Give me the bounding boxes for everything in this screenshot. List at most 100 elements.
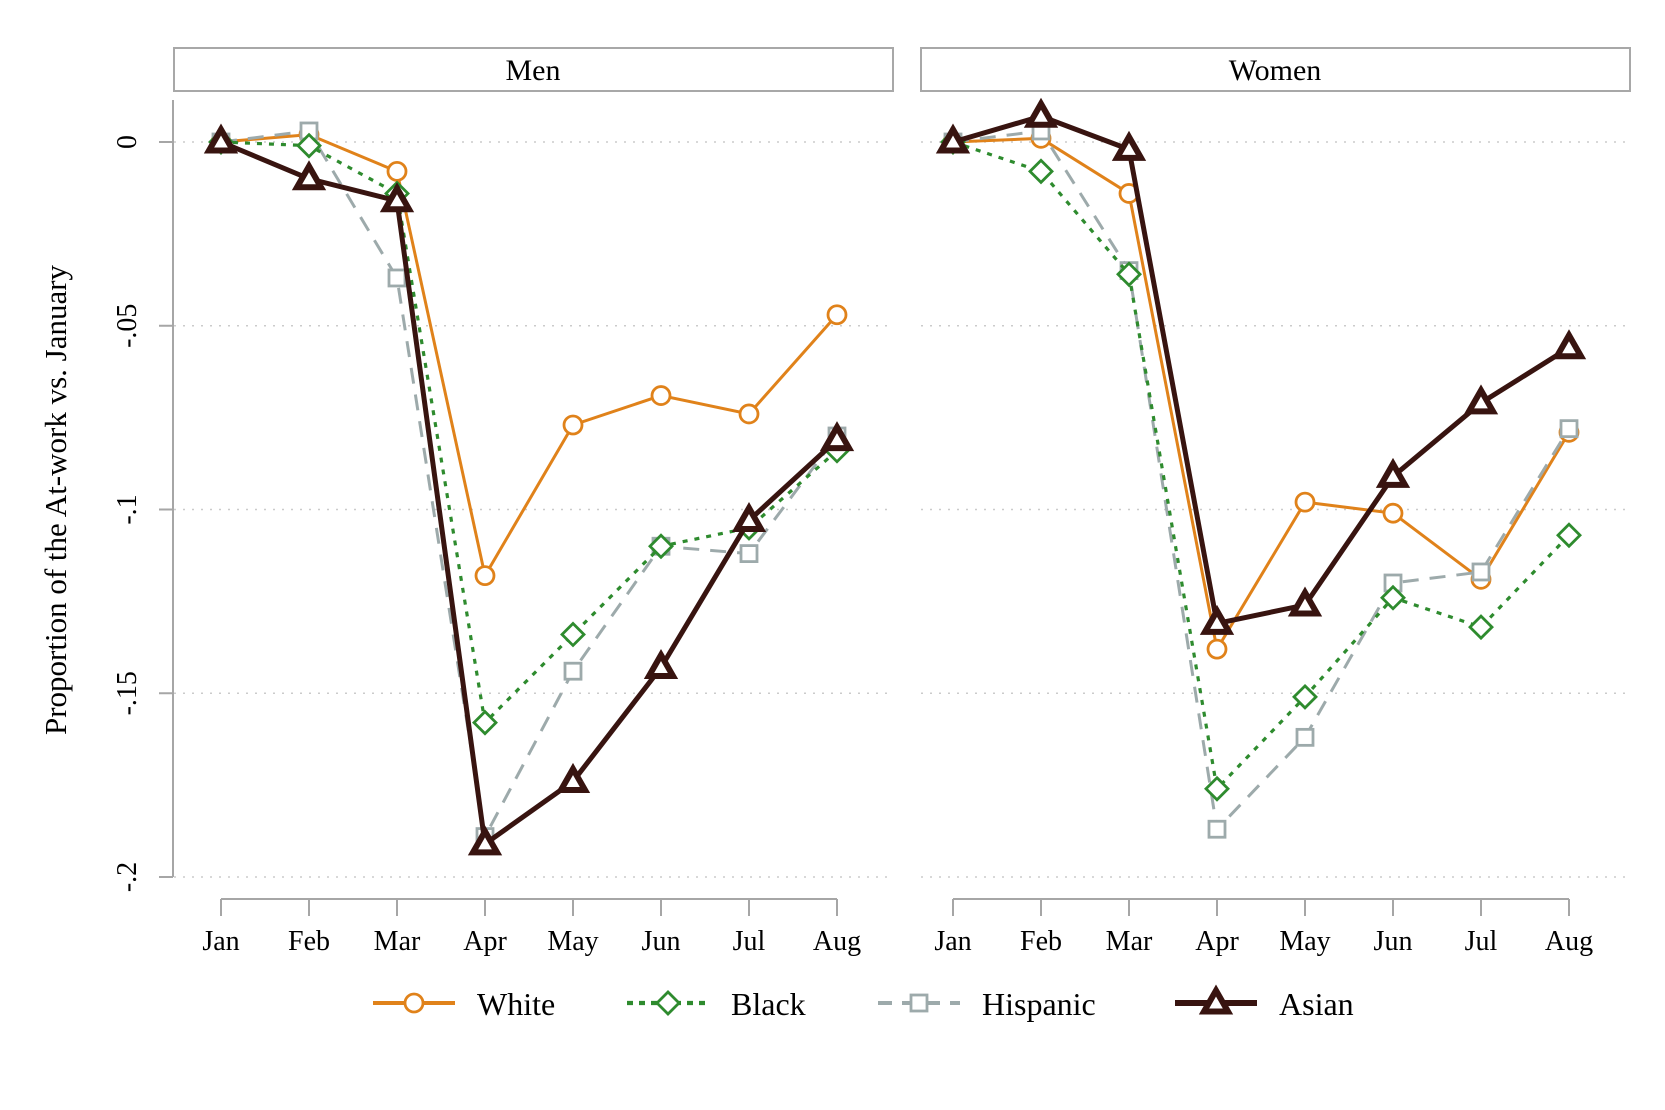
x-tick-label: Jan xyxy=(202,926,239,957)
series-hispanic-women xyxy=(943,121,1579,839)
y-tick-label: -.1 xyxy=(112,494,143,524)
circle-marker xyxy=(403,992,425,1014)
triangle-marker xyxy=(555,762,591,793)
x-tick-label: Mar xyxy=(1106,926,1153,957)
triangle-marker xyxy=(643,648,679,680)
series-line xyxy=(220,133,839,580)
panel-header-men xyxy=(173,47,894,92)
x-tick-label: Jan xyxy=(934,926,971,957)
square-marker xyxy=(1207,819,1227,839)
series-line xyxy=(952,129,1571,833)
legend-item-black: Black xyxy=(627,986,806,1022)
y-tick-label: -.15 xyxy=(112,671,143,715)
y-axis-title: Proportion of the At-work vs. January xyxy=(38,264,73,735)
series-line xyxy=(952,140,1571,793)
diamond-marker xyxy=(560,621,586,648)
series-line xyxy=(952,113,1571,627)
triangle-marker xyxy=(379,182,415,213)
triangle-marker xyxy=(1375,457,1411,488)
circle-marker xyxy=(386,160,408,182)
diamond-marker xyxy=(1468,614,1494,641)
series-black-women xyxy=(940,129,1582,802)
diamond-marker xyxy=(655,990,681,1016)
x-tick-label: Jul xyxy=(1465,926,1498,957)
square-marker xyxy=(563,661,583,681)
series-asian-men xyxy=(203,123,855,856)
series-asian-women xyxy=(935,97,1587,635)
circle-marker xyxy=(474,565,496,587)
circle-marker xyxy=(1206,638,1228,660)
triangle-marker xyxy=(1463,384,1499,415)
triangle-marker xyxy=(467,825,503,856)
legend-label: White xyxy=(477,986,555,1022)
triangle-marker xyxy=(819,421,855,452)
x-tick-label: Mar xyxy=(374,926,421,957)
series-line xyxy=(952,136,1571,654)
diamond-marker xyxy=(1028,158,1054,185)
x-tick-label: Aug xyxy=(1545,926,1593,957)
diamond-marker xyxy=(472,709,498,736)
x-tick-label: Apr xyxy=(1195,926,1239,957)
series-line xyxy=(220,140,839,726)
diamond-marker xyxy=(1292,683,1318,710)
x-tick-label: Apr xyxy=(463,926,507,957)
y-tick-label: -.2 xyxy=(112,862,143,892)
triangle-marker xyxy=(203,123,239,154)
triangle-marker xyxy=(291,160,327,191)
square-marker xyxy=(739,544,759,563)
triangle-marker xyxy=(1111,130,1147,161)
legend-label: Asian xyxy=(1279,986,1354,1022)
triangle-marker xyxy=(1023,97,1059,128)
square-marker xyxy=(1295,727,1315,747)
x-tick-label: May xyxy=(1279,926,1330,957)
x-tick-label: Aug xyxy=(813,926,861,957)
panel-title-women: Women xyxy=(1229,54,1322,87)
circle-marker xyxy=(1382,502,1404,524)
diamond-marker xyxy=(1116,261,1142,288)
x-tick-label: Feb xyxy=(288,926,330,957)
triangle-marker xyxy=(1198,984,1234,1015)
triangle-marker xyxy=(1199,604,1235,635)
square-marker xyxy=(1471,562,1491,582)
circle-marker xyxy=(562,414,584,436)
diamond-marker xyxy=(648,533,674,560)
y-axis: 0 -.05 -.1 -.15 -.2 xyxy=(112,100,174,892)
y-tick-label: 0 xyxy=(112,135,143,149)
square-marker xyxy=(387,268,407,288)
series-line xyxy=(220,139,839,849)
triangle-marker xyxy=(935,123,971,154)
triangle-marker xyxy=(731,501,767,533)
legend-item-asian: Asian xyxy=(1175,984,1354,1022)
square-marker xyxy=(1559,419,1579,439)
circle-marker xyxy=(1294,491,1316,513)
panel-header-women xyxy=(920,47,1631,92)
panel-title-men: Men xyxy=(506,54,561,87)
legend-item-hispanic: Hispanic xyxy=(878,986,1096,1022)
legend-label: Hispanic xyxy=(982,986,1096,1022)
legend-label: Black xyxy=(731,986,806,1022)
diamond-marker xyxy=(296,132,322,159)
legend-item-white: White xyxy=(373,986,555,1022)
series-hispanic-men xyxy=(211,121,847,846)
diamond-marker xyxy=(1380,584,1406,611)
square-marker xyxy=(909,993,929,1013)
triangle-marker xyxy=(1551,329,1587,360)
y-tick-label: -.05 xyxy=(112,304,143,348)
circle-marker xyxy=(650,385,672,406)
diamond-marker xyxy=(1204,775,1230,802)
x-axis-women: Jan Feb Mar Apr May Jun Jul Aug xyxy=(934,898,1593,957)
triangle-marker xyxy=(1287,586,1323,617)
circle-marker xyxy=(738,403,760,425)
x-tick-label: Jun xyxy=(1374,926,1413,957)
x-tick-label: Feb xyxy=(1020,926,1062,957)
x-axis-men: Jan Feb Mar Apr May Jun Jul Aug xyxy=(202,898,861,957)
series-black-men xyxy=(208,129,850,736)
diamond-marker xyxy=(1556,522,1582,549)
circle-marker xyxy=(826,304,848,326)
x-tick-label: Jun xyxy=(642,926,681,957)
x-tick-label: May xyxy=(547,926,598,957)
legend: White Black Hispanic Asian xyxy=(373,984,1354,1022)
